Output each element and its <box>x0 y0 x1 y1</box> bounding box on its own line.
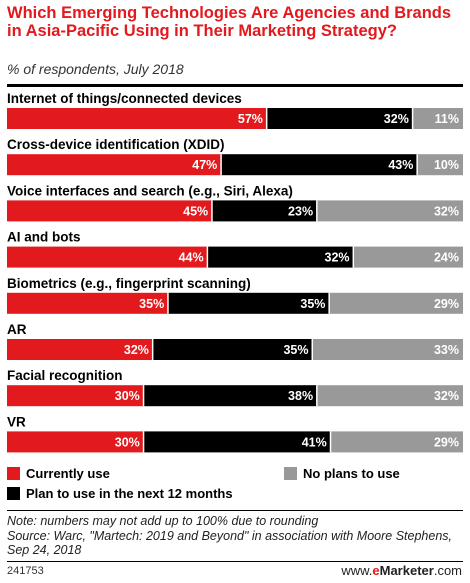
data-label-currently-use-ai-and-bots: 44% <box>179 251 204 265</box>
data-label-currently-use-internet-of-things-connected-devices: 57% <box>238 112 263 126</box>
segment-divider <box>167 292 169 314</box>
stacked-bar-chart: Internet of things/connected devices 57% 3… <box>7 91 463 453</box>
bar-segment-currently-use-vr <box>7 431 144 453</box>
legend-label-plan: Plan to use in the next 12 months <box>26 486 233 501</box>
bar-segment-currently-use-ai-and-bots <box>7 246 208 268</box>
segment-divider <box>206 246 209 268</box>
footer-divider-bottom <box>7 561 463 562</box>
brand-logo[interactable]: www.eMarketer.com <box>341 563 462 578</box>
data-label-no-plans-to-use-ar: 33% <box>434 343 459 357</box>
header-divider <box>7 84 463 87</box>
chart-title: Which Emerging Technologies Are Agencies… <box>7 4 452 40</box>
data-label-no-plans-to-use-facial-recognition: 32% <box>434 389 459 403</box>
category-label-ai-and-bots: AI and bots <box>7 230 81 245</box>
segment-divider <box>142 385 145 407</box>
data-label-no-plans-to-use-biometrics-e-g-fingerprint-scanning: 29% <box>434 297 459 311</box>
segment-divider <box>311 339 314 360</box>
category-label-facial-recognition: Facial recognition <box>7 368 123 383</box>
footnote: Note: numbers may not add up to 100% due… <box>7 514 463 558</box>
segment-divider <box>220 154 222 176</box>
bar-segment-no-plans-to-use-internet-of-things-connected-devices <box>412 108 463 129</box>
data-label-plan-to-use-in-the-next-12-months-ar: 35% <box>283 343 308 357</box>
chart-subtitle: % of respondents, July 2018 <box>7 61 184 77</box>
bar-segment-plan-to-use-in-the-next-12-months-vr <box>143 431 331 453</box>
category-label-cross-device-identification-xdid: Cross-device identification (XDID) <box>7 137 225 152</box>
segment-divider <box>151 339 154 360</box>
bar-segment-no-plans-to-use-ai-and-bots <box>353 246 463 268</box>
legend-plan-to-use: Plan to use in the next 12 months <box>7 486 233 501</box>
data-label-currently-use-cross-device-identification-xdid: 47% <box>192 158 217 172</box>
data-label-plan-to-use-in-the-next-12-months-ai-and-bots: 32% <box>325 251 350 265</box>
chart-id: 241753 <box>7 565 44 577</box>
category-label-vr: VR <box>7 414 26 429</box>
data-label-plan-to-use-in-the-next-12-months-cross-device-identification-xdid: 43% <box>388 158 413 172</box>
segment-divider <box>265 108 268 129</box>
legend-swatch-plan <box>7 487 20 500</box>
legend-currently-use: Currently use <box>7 466 110 481</box>
segment-divider <box>411 108 414 129</box>
data-label-plan-to-use-in-the-next-12-months-internet-of-things-connected-devices: 32% <box>384 112 409 126</box>
segment-divider <box>416 154 418 176</box>
data-label-no-plans-to-use-cross-device-identification-xdid: 10% <box>434 158 459 172</box>
data-label-currently-use-facial-recognition: 30% <box>115 389 140 403</box>
data-label-plan-to-use-in-the-next-12-months-facial-recognition: 38% <box>288 389 313 403</box>
bar-segment-currently-use-cross-device-identification-xdid <box>7 154 222 176</box>
note-text: Note: numbers may not add up to 100% due… <box>7 514 319 528</box>
segment-divider <box>352 246 355 268</box>
segment-divider <box>316 385 318 407</box>
bar-segment-plan-to-use-in-the-next-12-months-ai-and-bots <box>207 246 354 268</box>
legend-label-currently: Currently use <box>26 466 110 481</box>
bar-segment-plan-to-use-in-the-next-12-months-ar <box>152 339 313 360</box>
legend-swatch-no-plans <box>284 467 297 480</box>
legend-swatch-currently <box>7 467 20 480</box>
data-label-no-plans-to-use-vr: 29% <box>434 435 459 449</box>
data-label-currently-use-ar: 32% <box>124 343 149 357</box>
segment-divider <box>329 431 332 453</box>
bar-segment-plan-to-use-in-the-next-12-months-voice-interfaces-and-search-e-g-siri-alexa <box>212 200 318 222</box>
bar-segment-no-plans-to-use-voice-interfaces-and-search-e-g-siri-alexa <box>317 200 463 222</box>
segment-divider <box>142 431 145 453</box>
bar-segment-currently-use-voice-interfaces-and-search-e-g-siri-alexa <box>7 200 213 222</box>
data-label-no-plans-to-use-internet-of-things-connected-devices: 11% <box>435 112 459 126</box>
bar-segment-no-plans-to-use-facial-recognition <box>317 385 463 407</box>
data-label-currently-use-vr: 30% <box>115 435 140 449</box>
bar-segment-plan-to-use-in-the-next-12-months-facial-recognition <box>143 385 318 407</box>
bar-segment-no-plans-to-use-vr <box>330 431 463 453</box>
segment-divider <box>316 200 318 222</box>
bar-segment-plan-to-use-in-the-next-12-months-biometrics-e-g-fingerprint-scanning <box>168 292 330 314</box>
bar-segment-currently-use-biometrics-e-g-fingerprint-scanning <box>7 292 169 314</box>
bar-segment-plan-to-use-in-the-next-12-months-internet-of-things-connected-devices <box>266 108 413 129</box>
data-label-plan-to-use-in-the-next-12-months-vr: 41% <box>302 435 327 449</box>
brand-prefix: www. <box>341 563 373 578</box>
category-label-internet-of-things-connected-devices: Internet of things/connected devices <box>7 91 242 106</box>
bar-segment-no-plans-to-use-biometrics-e-g-fingerprint-scanning <box>329 292 463 314</box>
data-label-no-plans-to-use-voice-interfaces-and-search-e-g-siri-alexa: 32% <box>434 204 459 218</box>
data-label-no-plans-to-use-ai-and-bots: 24% <box>434 251 459 265</box>
data-label-plan-to-use-in-the-next-12-months-voice-interfaces-and-search-e-g-siri-alexa: 23% <box>288 204 313 218</box>
data-label-plan-to-use-in-the-next-12-months-biometrics-e-g-fingerprint-scanning: 35% <box>300 297 325 311</box>
bar-segment-plan-to-use-in-the-next-12-months-cross-device-identification-xdid <box>221 154 418 176</box>
data-label-currently-use-biometrics-e-g-fingerprint-scanning: 35% <box>139 297 164 311</box>
category-label-biometrics-e-g-fingerprint-scanning: Biometrics (e.g., fingerprint scanning) <box>7 276 251 291</box>
footer-divider-top <box>7 510 463 511</box>
data-label-currently-use-voice-interfaces-and-search-e-g-siri-alexa: 45% <box>183 204 208 218</box>
brand-e: e <box>372 563 380 578</box>
bar-segment-currently-use-facial-recognition <box>7 385 144 407</box>
segment-divider <box>328 292 330 314</box>
bar-segment-no-plans-to-use-cross-device-identification-xdid <box>417 154 463 176</box>
brand-name: Marketer <box>379 563 434 578</box>
bar-segment-currently-use-internet-of-things-connected-devices <box>7 108 267 129</box>
bar-segment-currently-use-ar <box>7 339 153 360</box>
category-label-ar: AR <box>7 322 27 337</box>
legend-no-plans: No plans to use <box>284 466 400 481</box>
brand-suffix: .com <box>433 563 462 578</box>
legend-label-no-plans: No plans to use <box>303 466 400 481</box>
category-label-voice-interfaces-and-search-e-g-siri-alexa: Voice interfaces and search (e.g., Siri,… <box>7 183 293 198</box>
source-text: Source: Warc, "Martech: 2019 and Beyond"… <box>7 528 452 558</box>
bar-segment-no-plans-to-use-ar <box>312 339 463 360</box>
segment-divider <box>211 200 213 222</box>
